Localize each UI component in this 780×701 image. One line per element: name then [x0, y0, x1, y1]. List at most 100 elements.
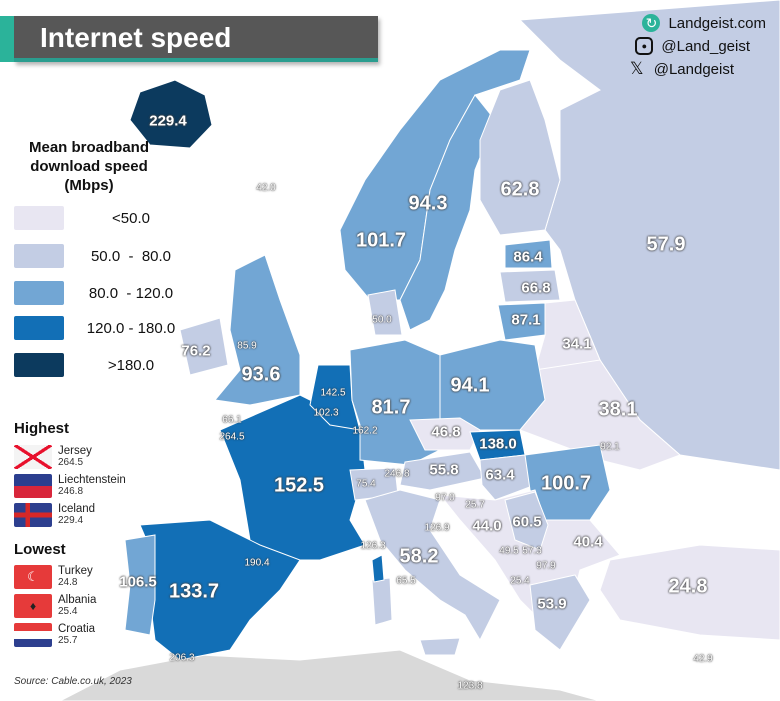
sicily-region	[419, 637, 461, 656]
finland-region	[479, 79, 561, 236]
austria-region	[399, 451, 486, 491]
value-label-gibraltar: 206.3	[169, 652, 195, 664]
value-label-denmark: 50.0	[372, 314, 392, 326]
iceland-region	[129, 79, 213, 149]
value-label-uk: 93.6	[241, 363, 281, 386]
value-label-france: 152.5	[273, 474, 325, 497]
legend-label: >180.0	[107, 356, 155, 374]
value-label-jersey: 264.5	[219, 431, 245, 443]
item-value: 264.5	[58, 457, 84, 468]
croatia-flag-icon	[14, 623, 52, 647]
title-banner: Internet speed	[0, 16, 378, 62]
value-label-albania: 25.4	[510, 575, 530, 587]
value-label-bulgaria: 40.4	[573, 533, 603, 551]
lowest-item: Croatia 25.7	[14, 623, 95, 647]
legend-label: 120.0 - 180.0	[86, 319, 176, 337]
instagram-icon: ●	[635, 37, 654, 55]
x-icon: 𝕏	[629, 59, 644, 78]
value-label-lithuania: 87.1	[511, 311, 541, 329]
legend-title-line: download speed	[30, 158, 148, 175]
legend-swatch	[14, 281, 64, 305]
value-label-iceland: 229.4	[149, 112, 187, 130]
value-label-italy: 58.2	[399, 545, 439, 568]
legend-swatch	[14, 353, 64, 377]
value-label-luxembourg: 162.2	[352, 425, 378, 437]
value-label-san-marino: 126.9	[424, 522, 450, 534]
value-label-norway: 94.3	[408, 192, 448, 215]
russia-region	[518, 0, 780, 471]
legend-title-line: (Mbps)	[64, 177, 114, 194]
denmark-region	[367, 289, 403, 336]
legend-bin: <50.0	[14, 206, 150, 230]
value-label-ukraine: 38.1	[598, 398, 638, 421]
lowest-item: ♦ Albania 25.4	[14, 594, 96, 618]
value-label-spain: 133.7	[168, 580, 220, 603]
item-name: Croatia	[58, 623, 96, 635]
legend-swatch	[14, 244, 64, 268]
brand-x: 𝕏 @Landgeist	[628, 59, 734, 78]
value-label-turkey: 24.8	[668, 575, 708, 598]
latvia-region	[499, 269, 561, 303]
uk-region	[214, 254, 301, 406]
globe-icon: ↻	[642, 14, 661, 32]
highest-item: Jersey 264.5	[14, 445, 92, 469]
portugal-region	[124, 534, 156, 636]
value-label-moldova: 92.1	[600, 441, 620, 453]
highest-heading: Highest	[14, 420, 70, 437]
value-label-russia: 57.9	[646, 233, 686, 256]
page-title: Internet speed	[40, 22, 232, 53]
value-label-slovenia: 97.0	[435, 492, 455, 504]
legend-swatch	[14, 206, 64, 230]
item-value: 246.8	[58, 486, 84, 497]
serbia-region	[504, 491, 549, 551]
value-label-serbia: 60.5	[512, 513, 542, 531]
highest-item: Liechtenstein 246.8	[14, 474, 126, 498]
value-label-sweden: 101.7	[355, 229, 407, 252]
value-label-greece: 53.9	[537, 595, 567, 613]
brand-site-text: Landgeist.com	[668, 14, 766, 32]
liechtenstein-flag-icon	[14, 474, 52, 498]
item-value: 25.4	[58, 606, 78, 617]
item-name: Jersey	[58, 445, 92, 457]
item-name: Iceland	[58, 503, 96, 515]
value-label-ireland: 76.2	[181, 342, 211, 360]
sweden-region	[399, 94, 496, 331]
greece-region	[529, 574, 591, 651]
value-label-slovakia: 138.0	[479, 435, 517, 453]
value-label-isle-of-man: 85.9	[237, 340, 257, 352]
value-label-czechia: 46.8	[431, 423, 461, 441]
ireland-region	[179, 317, 229, 376]
legend-title-line: Mean broadband	[28, 139, 149, 156]
value-label-portugal: 106.5	[119, 573, 157, 591]
brand-x-text: @Landgeist	[653, 60, 734, 78]
turkey-region	[599, 544, 780, 641]
value-label-netherlands: 142.5	[320, 387, 346, 399]
legend-swatch	[14, 316, 64, 340]
corsica-region	[371, 554, 385, 583]
value-label-hungary: 63.4	[485, 466, 515, 484]
value-label-finland: 62.8	[500, 178, 540, 201]
value-label-bosnia: 44.0	[472, 517, 502, 535]
item-value: 25.7	[58, 635, 78, 646]
value-label-latvia: 66.8	[521, 279, 551, 297]
value-label-poland: 94.1	[450, 374, 490, 397]
estonia-region	[504, 239, 553, 269]
value-label-estonia: 86.4	[513, 248, 543, 266]
value-label-monaco: 126.3	[360, 540, 386, 552]
value-label-germany: 81.7	[371, 396, 411, 419]
value-label-andorra: 190.4	[244, 557, 270, 569]
legend-bin: 50.0 - 80.0	[14, 244, 171, 268]
item-value: 229.4	[58, 515, 84, 526]
value-label-faroe: 42.0	[256, 182, 276, 194]
item-name: Albania	[58, 594, 97, 606]
value-label-croatia: 25.7	[465, 499, 485, 511]
item-name: Liechtenstein	[58, 474, 126, 486]
legend-label: 80.0 - 120.0	[88, 284, 174, 302]
italy-region	[364, 489, 501, 642]
lowest-heading: Lowest	[14, 541, 66, 558]
legend-bin: 120.0 - 180.0	[14, 316, 175, 340]
item-name: Turkey	[58, 565, 93, 577]
jersey-flag-icon	[14, 445, 52, 469]
value-label-switzerland: 75.4	[356, 478, 376, 490]
value-label-vatican: 65.5	[396, 575, 416, 587]
